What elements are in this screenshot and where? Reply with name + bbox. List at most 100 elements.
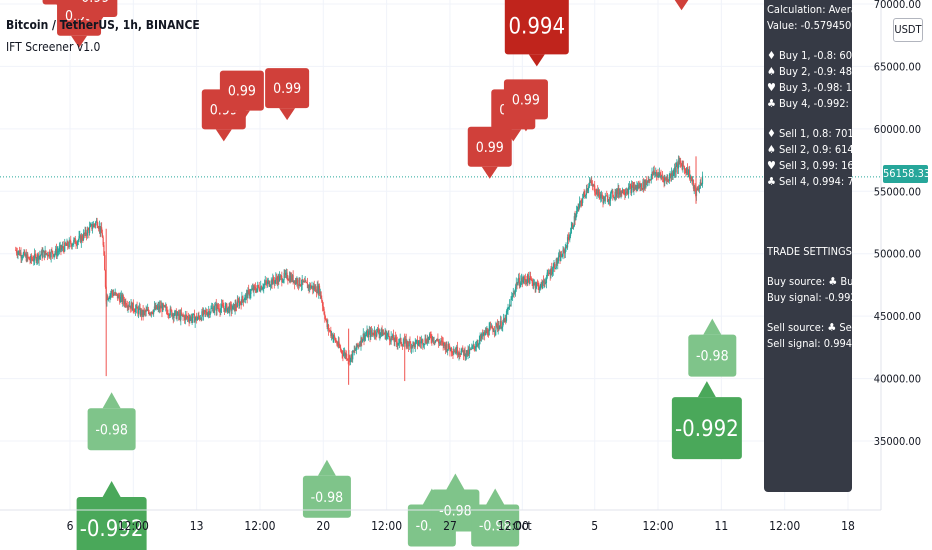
chart-header: Bitcoin / TetherUS, 1h, BINANCE IFT Scre… (6, 18, 200, 54)
candle-body (639, 184, 641, 188)
candle-body (34, 253, 36, 256)
candle-body (288, 279, 290, 281)
candle-body (138, 307, 140, 309)
candle-body (227, 306, 229, 309)
candle-body (320, 291, 322, 299)
candle-body (400, 338, 402, 345)
candle-body (196, 316, 198, 321)
buy-signal-label: -0.98 (87, 392, 136, 451)
candle-body (389, 340, 391, 342)
candle-body (495, 323, 497, 331)
candle-body (594, 185, 596, 193)
candle-body (642, 181, 644, 190)
candle-body (447, 349, 449, 352)
candle-body (674, 167, 676, 173)
candle-body (647, 181, 649, 183)
candle-body (308, 285, 310, 289)
candle-body (413, 342, 415, 344)
candle-body (373, 330, 376, 336)
candle-body (563, 249, 565, 251)
candle-body (213, 309, 215, 313)
candle-body (297, 279, 299, 285)
candle-body (352, 350, 355, 353)
candle-body (557, 261, 559, 264)
candle-body (379, 332, 382, 334)
candle-body (389, 336, 391, 341)
candle-body (263, 283, 266, 285)
candle-body (251, 288, 254, 290)
candle-body (687, 173, 689, 175)
candle-body (425, 338, 427, 343)
candle-body (435, 340, 437, 341)
candle-body (625, 192, 627, 194)
x-tick-label: 13 (190, 519, 204, 533)
candle-body (411, 345, 413, 348)
candle-body (102, 237, 104, 246)
candle-body (361, 337, 363, 343)
candle-body (15, 249, 17, 251)
candle-body (383, 332, 385, 334)
sell-label-text: 0.99 (512, 92, 540, 108)
buy-signal-text: Buy signal: -0.992 (767, 291, 852, 304)
candle-body (616, 189, 618, 195)
candle-body (97, 225, 99, 228)
candle-body (484, 330, 486, 336)
candle-body (572, 223, 574, 228)
candle-body (36, 259, 38, 262)
sell-signal-label: 0.99 (265, 68, 310, 121)
candle-body (237, 300, 239, 302)
x-tick-label: 12:00 (498, 519, 529, 533)
candle-body (165, 306, 168, 311)
candle-body (41, 250, 43, 258)
candle-body (653, 170, 655, 174)
candle-body (334, 338, 336, 342)
candle-body (526, 281, 528, 283)
candle-body (162, 304, 164, 312)
candle-body (537, 283, 539, 285)
candle-body (296, 279, 298, 283)
candle-body (134, 311, 136, 313)
candle-body (462, 350, 465, 356)
buy-label-text: -0.98 (95, 422, 128, 438)
candle-body (381, 328, 383, 336)
candle-body (515, 282, 517, 288)
candle-body (84, 230, 86, 235)
candle-body (358, 344, 361, 346)
candle-body (425, 342, 428, 344)
candle-body (198, 315, 200, 317)
candle-body (569, 235, 571, 240)
candle-body (82, 239, 84, 241)
currency-unit-button[interactable]: USDT (893, 18, 923, 42)
candle-body (349, 357, 352, 363)
candle-body (633, 186, 635, 191)
candle-body (398, 339, 401, 343)
candle-body (451, 352, 453, 354)
candle-body (665, 177, 667, 180)
candle-body (168, 314, 170, 316)
candle-body (31, 259, 33, 261)
candle-body (285, 272, 287, 274)
candle-body (92, 227, 94, 229)
symbol-title[interactable]: Bitcoin / TetherUS, 1h, BINANCE (6, 18, 200, 32)
candle-body (547, 272, 549, 274)
candle-body (646, 181, 649, 183)
candle-body (280, 275, 282, 277)
candle-body (281, 281, 284, 283)
buy-label-box (688, 334, 737, 377)
candle-body (282, 279, 284, 282)
indicator-title[interactable]: IFT Screener v1.0 (6, 40, 101, 54)
candle-body (522, 280, 524, 283)
candle-body (541, 282, 543, 289)
candle-body (294, 280, 296, 284)
candle-body (57, 251, 59, 253)
candle-body (529, 276, 531, 284)
candle-body (556, 259, 558, 264)
candle-body (365, 334, 367, 336)
candle-body (369, 330, 371, 338)
candle-body (155, 305, 157, 310)
candle-body (223, 308, 226, 312)
x-tick-label: 5 (591, 519, 598, 533)
candle-body (388, 333, 390, 337)
